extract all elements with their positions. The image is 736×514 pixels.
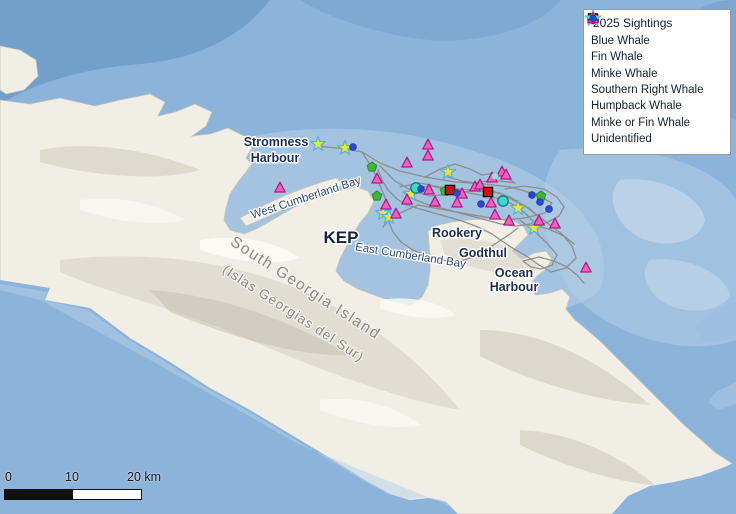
fjord-inlet (694, 302, 736, 342)
legend-title: 2025 Sightings (593, 16, 673, 30)
marker-unidentified (528, 191, 536, 199)
scale-label-10: 10 (65, 470, 79, 484)
unidentified-icon (589, 14, 597, 23)
marker-unidentified (545, 205, 553, 213)
marker-humpback-whale (485, 196, 497, 208)
relief-ridge (440, 238, 540, 273)
marker-southern-right-whale (439, 163, 457, 179)
snow-patch (320, 398, 420, 428)
marker-humpback-whale (500, 168, 512, 180)
legend-item-label: Blue Whale (591, 35, 650, 48)
offshore-islet (0, 45, 39, 95)
marker-southern-right-whale (509, 199, 527, 215)
marker-minke-or-fin-whale (491, 172, 499, 180)
snow-patch (200, 237, 300, 263)
south-coast-sea (0, 280, 736, 514)
deep-water-patch (300, 0, 560, 41)
map-label: Harbour (251, 151, 300, 165)
deep-water-patch (0, 0, 270, 104)
survey-track-line (388, 221, 519, 263)
marker-humpback-whale (371, 172, 383, 184)
legend-item-label: Minke or Fin Whale (591, 116, 691, 129)
relief-ridge (40, 146, 200, 177)
map-label: Ocean (495, 266, 533, 280)
legend-item-label: Minke Whale (591, 67, 658, 80)
scale-bar-segment-dark (5, 490, 73, 499)
south-sea-shallow (0, 284, 452, 507)
marker-humpback-whale (474, 178, 486, 190)
marker-humpback-whale (549, 217, 561, 229)
marker-fin-whale (482, 186, 494, 198)
legend-items: Blue Whale Fin Whale Minke Whale Southern R… (584, 10, 724, 147)
map-label: Rookery (432, 226, 482, 240)
legend-item-minke-or-fin-whale: Minke or Fin Whale (589, 15, 724, 130)
marker-unidentified (453, 189, 461, 197)
survey-track-line (504, 185, 575, 245)
marker-southern-right-whale (309, 135, 327, 151)
marker-unidentified (536, 198, 544, 206)
legend: 2025 Sightings Blue Whale Fin Whale Minke … (583, 9, 731, 156)
marker-humpback-whale (401, 156, 413, 168)
survey-track-line (519, 219, 585, 284)
marker-humpback-whale (423, 183, 435, 195)
legend-item-minke-whale: Minke Whale (587, 12, 724, 82)
legend-item-southern-right-whale: Southern Right Whale (584, 10, 724, 98)
legend-item-label: Humpback Whale (591, 100, 682, 113)
marker-humpback-whale (380, 198, 392, 210)
legend-item-label: Southern Right Whale (591, 84, 704, 97)
marker-humpback-whale (401, 193, 413, 205)
marker-humpback-whale (489, 208, 501, 220)
map-label: Harbour (490, 280, 539, 294)
map-label: Godthul (459, 246, 507, 260)
shallow-water-patch (644, 259, 730, 311)
legend-item-fin-whale: Fin Whale (587, 13, 724, 65)
marker-humpback-whale (422, 138, 434, 150)
scale-bar: 0 10 20 km (4, 470, 174, 506)
marker-humpback-whale (451, 196, 463, 208)
relief-ridge (520, 430, 655, 485)
marker-blue-whale (497, 195, 509, 207)
scale-label-0: 0 (5, 470, 12, 484)
survey-track-line (399, 182, 541, 227)
marker-humpback-whale (274, 181, 286, 193)
fjord-inlet (708, 382, 736, 410)
marker-fin-whale (444, 184, 456, 196)
relief-ridge (150, 290, 350, 356)
marker-humpback-whale (533, 214, 545, 226)
busen-peninsula (239, 177, 345, 227)
marker-unidentified (417, 185, 425, 193)
marker-unidentified (349, 143, 357, 151)
legend-item-unidentified: Unidentified (589, 14, 724, 147)
map-label: Stromness (244, 135, 309, 149)
marker-humpback-whale (503, 214, 515, 226)
sighting-markers (274, 135, 592, 273)
marker-minke-whale (371, 190, 383, 201)
scale-bar-segment-light (73, 490, 141, 499)
snow-patch (380, 298, 455, 318)
snow-patch (80, 198, 185, 224)
marker-unidentified (477, 200, 485, 208)
legend-item-label: Fin Whale (591, 51, 643, 64)
marker-humpback-whale (429, 195, 441, 207)
legend-item-blue-whale: Blue Whale (587, 12, 724, 49)
marker-humpback-whale (422, 149, 434, 161)
legend-item-humpback-whale: Humpback Whale (587, 12, 724, 114)
shallow-water-patch (612, 179, 705, 244)
survey-track-line (317, 145, 553, 228)
scale-label-20km: 20 km (127, 470, 162, 484)
marker-humpback-whale (390, 207, 402, 219)
map-label: KEP (324, 228, 359, 247)
legend-item-label: Unidentified (591, 132, 652, 145)
marker-minke-whale (366, 161, 378, 172)
scale-bar-graphic (4, 489, 142, 500)
marker-humpback-whale (580, 261, 592, 273)
terrain-relief (40, 146, 655, 485)
southeast-sea (612, 462, 736, 514)
relief-ridge (480, 330, 650, 405)
